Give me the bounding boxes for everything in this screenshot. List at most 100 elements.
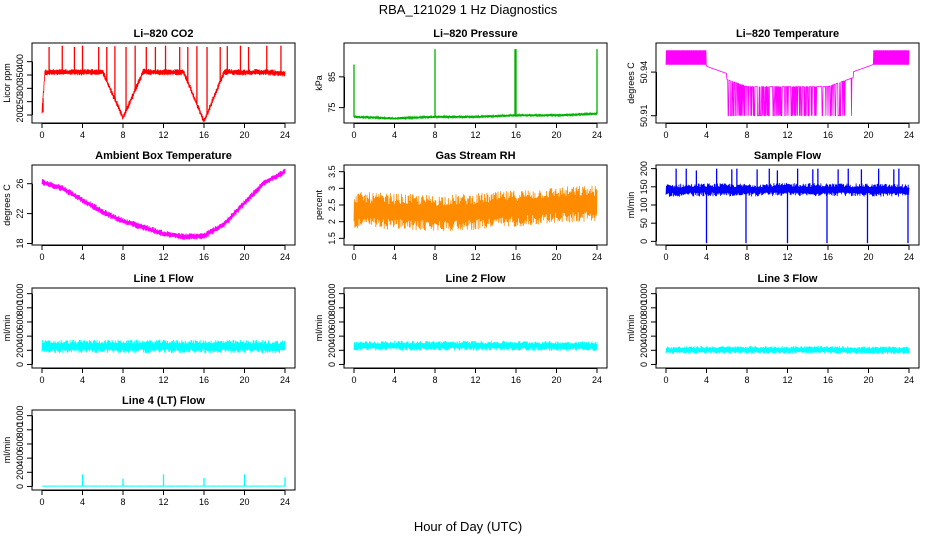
figure-xlabel: Hour of Day (UTC)	[414, 519, 522, 534]
panel-title: Gas Stream RH	[435, 150, 515, 162]
panel-title: Ambient Box Temperature	[95, 150, 232, 162]
x-tick-label: 4	[80, 497, 85, 507]
y-axis-label: ml/min	[626, 315, 636, 342]
series-trace	[42, 69, 285, 124]
x-tick-label: 12	[782, 375, 792, 385]
x-tick-label: 20	[239, 130, 249, 140]
x-tick-label: 20	[551, 375, 561, 385]
x-tick-label: 12	[158, 252, 168, 262]
y-tick-label: 0	[15, 484, 25, 489]
x-tick-label: 0	[663, 252, 668, 262]
series-trace	[354, 113, 597, 120]
x-tick-label: 4	[392, 252, 397, 262]
panel-title: Line 1 Flow	[134, 273, 194, 285]
x-tick-label: 16	[823, 252, 833, 262]
series-4	[42, 169, 285, 240]
x-tick-label: 8	[120, 252, 125, 262]
y-axis-label: ml/min	[2, 437, 12, 464]
x-tick-label: 12	[470, 130, 480, 140]
x-tick-label: 24	[904, 375, 914, 385]
x-tick-label: 20	[863, 375, 873, 385]
panel-title: Li–820 Pressure	[433, 28, 517, 40]
x-tick-label: 20	[863, 252, 873, 262]
y-tick-label: 0	[327, 362, 337, 367]
y-tick-label: 0	[15, 362, 25, 367]
x-tick-label: 16	[199, 252, 209, 262]
y-tick-label: 150	[639, 179, 649, 194]
x-tick-label: 20	[551, 252, 561, 262]
y-tick-label: 2	[327, 219, 337, 224]
series-trace	[354, 341, 597, 351]
y-tick-label: 400	[15, 54, 25, 69]
x-tick-label: 20	[239, 497, 249, 507]
y-axis-label: ml/min	[626, 192, 636, 219]
series-8	[354, 341, 597, 351]
x-tick-label: 16	[511, 130, 521, 140]
series-9	[666, 346, 909, 354]
y-tick-label: 1000	[639, 284, 649, 304]
series-trace	[354, 186, 597, 232]
x-tick-label: 8	[120, 375, 125, 385]
y-tick-label: 85	[327, 72, 337, 82]
y-axis-label: degrees C	[626, 62, 636, 104]
x-tick-label: 8	[120, 497, 125, 507]
y-tick-label: 2.5	[327, 199, 337, 212]
y-tick-label: 200	[327, 343, 337, 358]
y-tick-label: 400	[15, 451, 25, 466]
x-tick-label: 0	[351, 375, 356, 385]
y-tick-label: 600	[327, 314, 337, 329]
x-tick-label: 0	[39, 130, 44, 140]
x-tick-label: 4	[80, 375, 85, 385]
x-tick-label: 12	[782, 252, 792, 262]
series-trace	[666, 346, 909, 354]
x-tick-label: 20	[551, 130, 561, 140]
x-tick-label: 4	[704, 130, 709, 140]
y-tick-label: 100	[639, 197, 649, 212]
x-tick-label: 20	[239, 252, 249, 262]
x-tick-label: 16	[511, 375, 521, 385]
x-tick-label: 12	[158, 130, 168, 140]
x-tick-label: 12	[158, 375, 168, 385]
panel-title: Line 3 Flow	[758, 273, 818, 285]
y-tick-label: 0	[639, 239, 649, 244]
panel-title: Li–820 Temperature	[736, 28, 839, 40]
panel-title: Line 2 Flow	[446, 273, 506, 285]
x-tick-label: 4	[392, 375, 397, 385]
x-tick-label: 24	[904, 252, 914, 262]
plot-frame	[32, 288, 295, 368]
x-tick-label: 8	[744, 252, 749, 262]
y-tick-label: 1.5	[327, 232, 337, 245]
figure-title: RBA_121029 1 Hz Diagnostics	[379, 2, 558, 17]
y-tick-label: 200	[639, 161, 649, 176]
y-tick-label: 1000	[15, 284, 25, 304]
x-tick-label: 4	[704, 375, 709, 385]
x-tick-label: 24	[280, 130, 290, 140]
x-tick-label: 4	[392, 130, 397, 140]
x-tick-label: 8	[432, 375, 437, 385]
x-tick-label: 0	[663, 130, 668, 140]
y-tick-label: 50.91	[639, 104, 649, 127]
x-tick-label: 24	[280, 497, 290, 507]
y-tick-label: 600	[639, 314, 649, 329]
x-tick-label: 16	[199, 497, 209, 507]
y-tick-label: 400	[639, 329, 649, 344]
y-tick-label: 600	[15, 436, 25, 451]
x-tick-label: 8	[744, 375, 749, 385]
y-tick-label: 0	[639, 362, 649, 367]
series-5	[354, 186, 597, 232]
y-axis-label: degrees C	[2, 184, 12, 226]
x-tick-label: 12	[782, 130, 792, 140]
y-tick-label: 3.5	[327, 165, 337, 178]
plot-frame	[32, 43, 295, 123]
y-axis-label: ml/min	[314, 315, 324, 342]
panel-title: Line 4 (LT) Flow	[122, 395, 205, 407]
x-tick-label: 12	[470, 375, 480, 385]
